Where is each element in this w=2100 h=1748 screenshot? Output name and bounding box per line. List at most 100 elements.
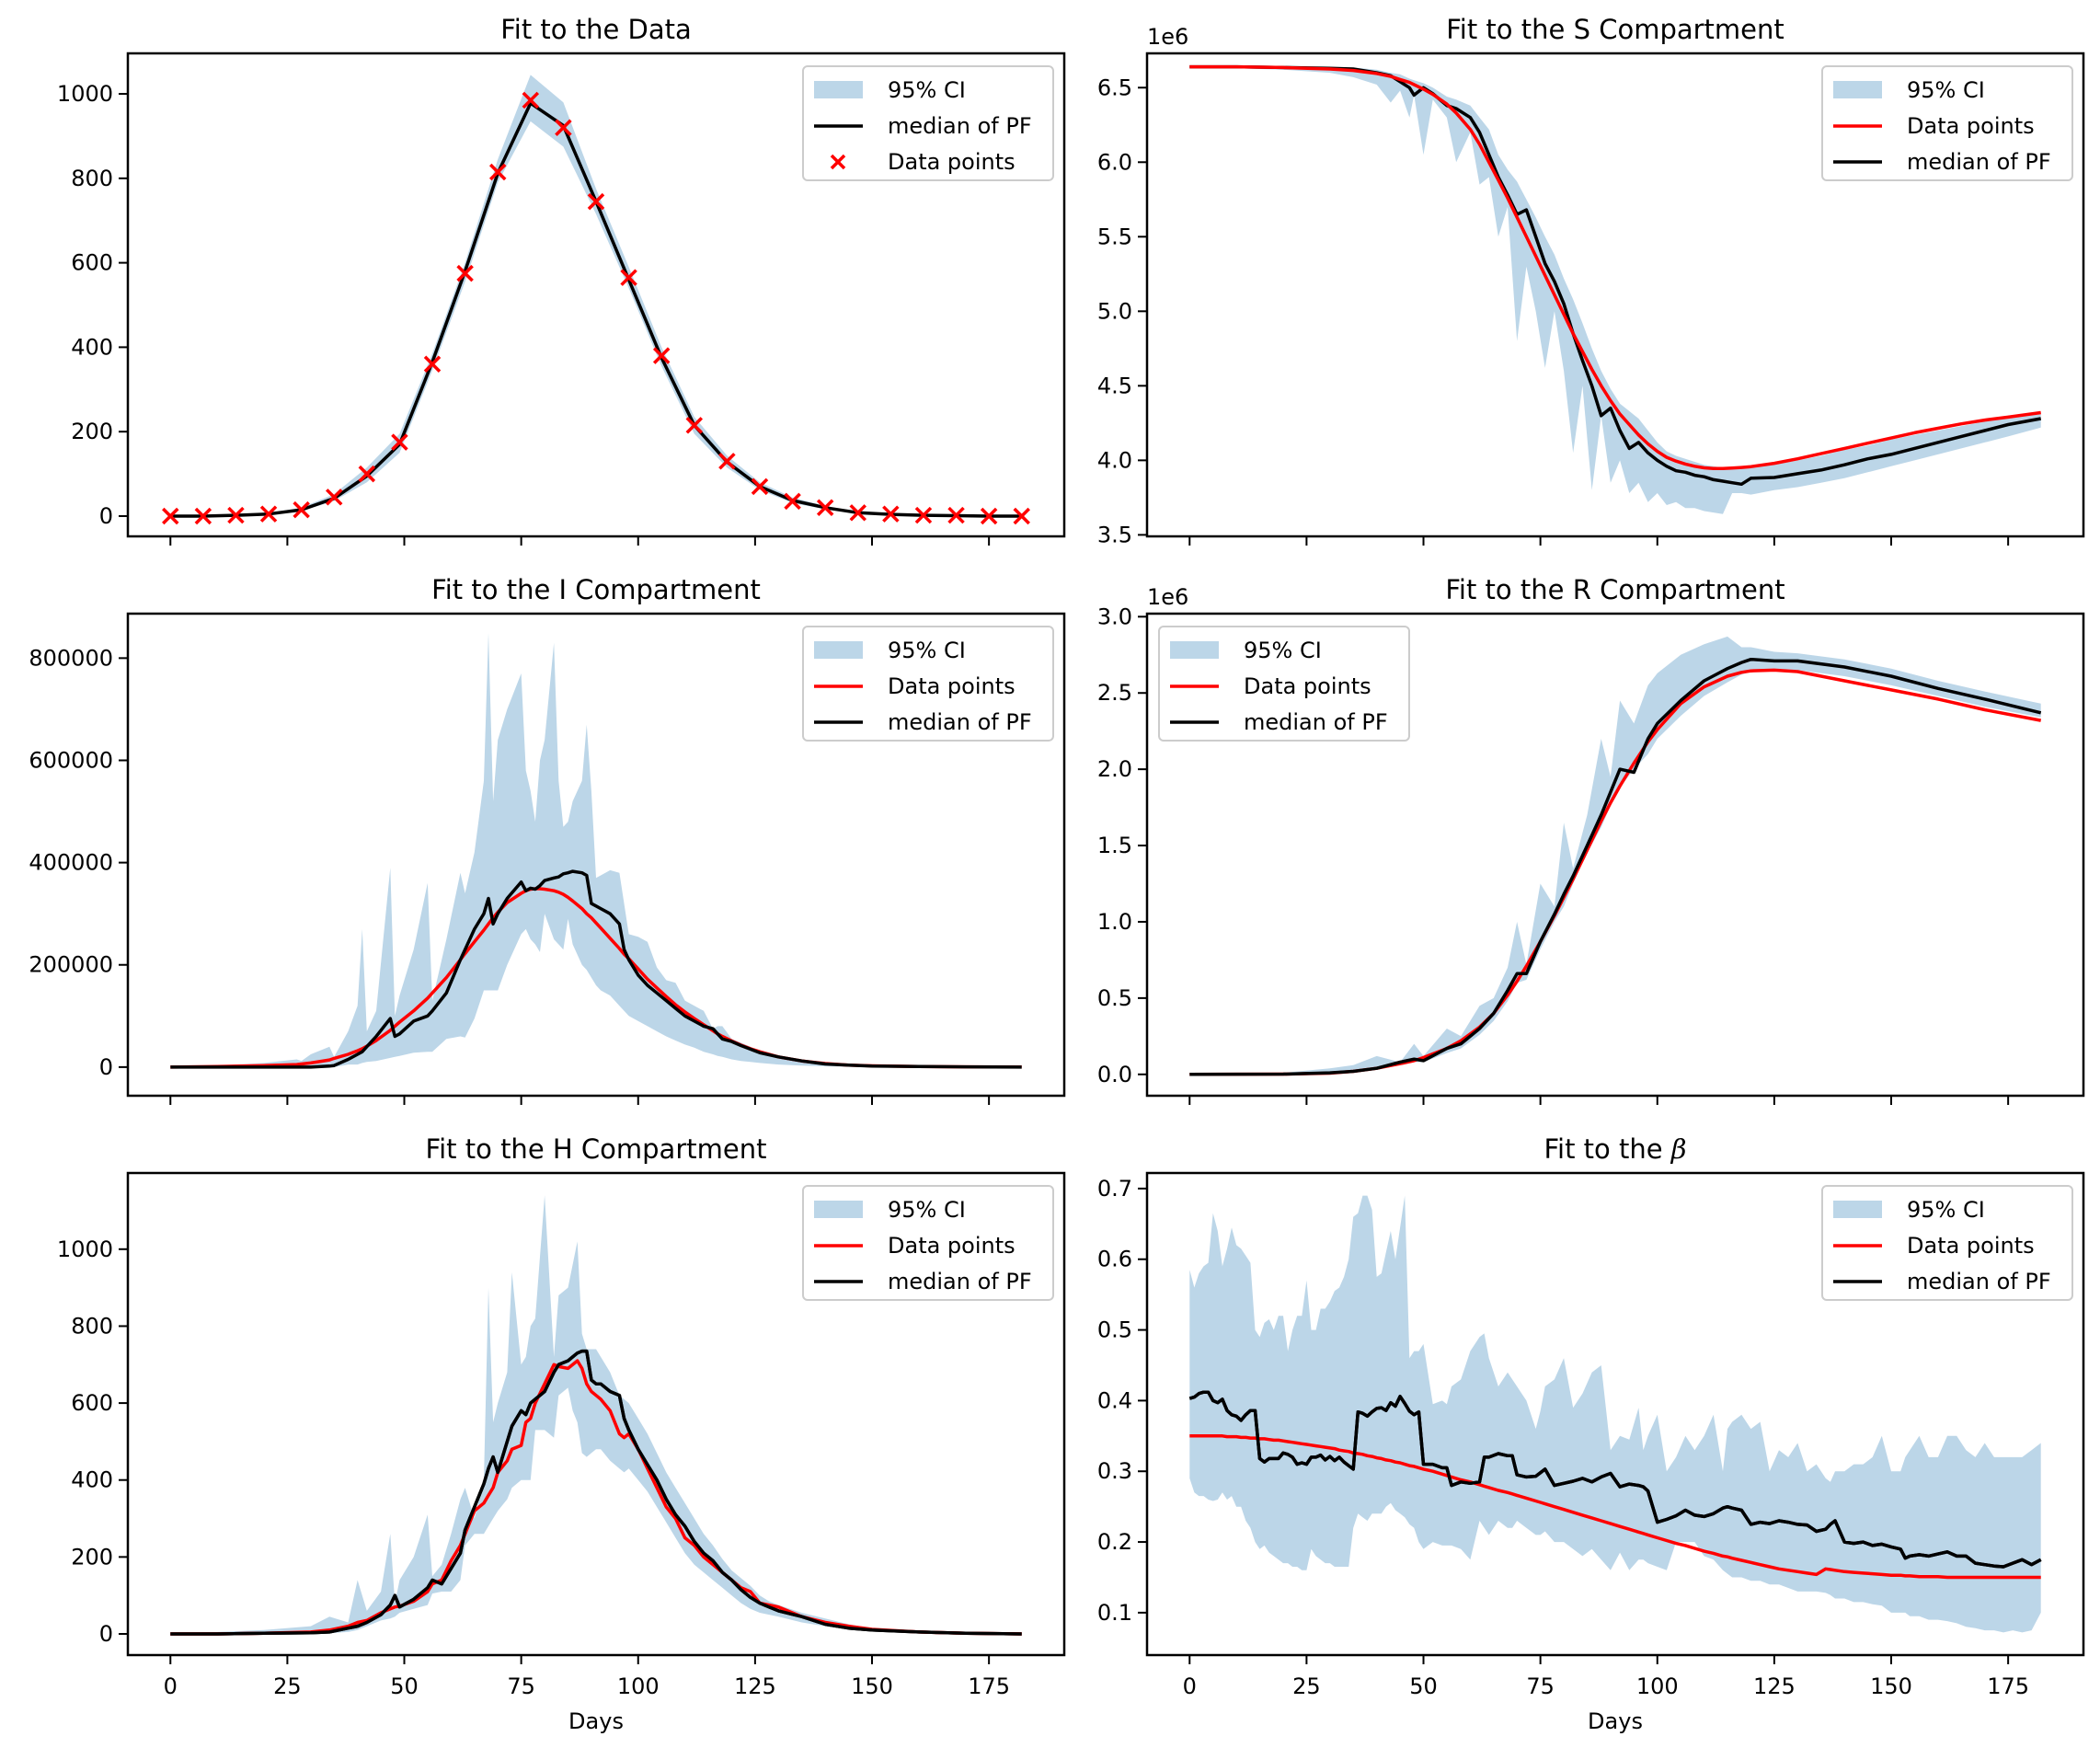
axes-frame	[1145, 52, 2085, 538]
marker-stroke	[980, 507, 998, 525]
marker-stroke	[751, 477, 769, 496]
y-tick-label: 2.0	[1097, 756, 1132, 782]
y-tick-label: 0.0	[1097, 1062, 1132, 1087]
data-point-marker	[685, 417, 704, 434]
legend-label: median of PF	[1907, 149, 2051, 175]
median-line	[1189, 657, 2042, 1076]
data-point-marker	[259, 505, 278, 523]
legend-label: median of PF	[888, 709, 1032, 735]
data-point-marker	[555, 119, 572, 137]
marker-stroke	[685, 417, 704, 434]
legend: 95% CI Data points median of PF	[802, 626, 1054, 742]
y-tick-label: 2.5	[1097, 680, 1132, 706]
median-line	[170, 869, 1022, 1069]
marker-stroke	[391, 433, 408, 451]
y-tick-label: 1.5	[1097, 833, 1132, 858]
median-line	[170, 1349, 1022, 1636]
data-point-marker	[423, 355, 442, 373]
data-point-marker	[1013, 507, 1030, 525]
marker-stroke	[358, 465, 376, 483]
y-tick-label: 0.3	[1097, 1458, 1132, 1484]
data-point-marker	[488, 163, 507, 181]
y-tick-label: 800000	[29, 645, 113, 671]
y-tick-label: 4.5	[1097, 373, 1132, 398]
y-tick-label: 0	[99, 1054, 113, 1080]
y-tick-label: 1.0	[1097, 909, 1132, 935]
marker-stroke	[227, 506, 245, 524]
subplot-beta: 0 25 50 75 100 125 150 175 Days 0.1 0.2 0.3 0.4 0.5 0.…	[1097, 1133, 2085, 1734]
y-tick-label: 3.5	[1097, 522, 1132, 547]
plot-area	[1189, 64, 2042, 514]
legend-frame	[802, 626, 1054, 742]
y-tick-label: 1000	[57, 81, 113, 107]
legend-frame	[1821, 65, 2073, 181]
marker-stroke	[652, 347, 671, 364]
marker-stroke	[259, 505, 278, 523]
legend: 95% CI Data points median of PF	[1821, 1185, 2073, 1301]
data-point-marker	[816, 499, 834, 517]
y-tick-label: 0.5	[1097, 985, 1132, 1011]
data-point-marker	[718, 453, 736, 470]
legend-marker-icon	[830, 154, 846, 170]
y-tick-label: 0.2	[1097, 1529, 1132, 1555]
legend-label: median of PF	[888, 1269, 1032, 1294]
axes-frame	[1145, 1171, 2085, 1657]
marker-stroke	[718, 453, 736, 470]
x-tick-label: 50	[390, 1673, 419, 1699]
y-tick-label: 200	[71, 1544, 113, 1570]
data-point-marker	[162, 507, 179, 525]
subplot-s: 3.5 4.0 4.5 5.0 5.5 6.0 6.5 1e6 Fit to the S Com…	[1097, 14, 2085, 547]
legend-label: Data points	[1907, 113, 2035, 139]
plot-area	[162, 75, 1030, 525]
beta-symbol: β	[1670, 1133, 1687, 1165]
marker-stroke	[162, 507, 179, 525]
data-line	[1189, 64, 2041, 471]
marker-stroke	[587, 192, 605, 211]
median-line	[1189, 64, 2042, 487]
chart-title: Fit to the I Compartment	[431, 574, 761, 605]
chart-title: Fit to the β	[1543, 1133, 1686, 1165]
plot-area	[1188, 1195, 2042, 1633]
data-point-marker	[194, 507, 212, 525]
legend-label: 95% CI	[888, 77, 966, 103]
legend-label: 95% CI	[888, 1197, 966, 1223]
legend-ci-swatch	[814, 641, 863, 659]
legend-frame	[802, 1185, 1054, 1301]
marker-stroke	[620, 269, 637, 286]
legend: 95% CI Data points median of PF	[1821, 65, 2073, 181]
x-axis-label: Days	[1588, 1708, 1643, 1734]
y-tick-label: 800	[71, 1313, 113, 1339]
y-tick-label: 600	[71, 1390, 113, 1416]
marker-stroke	[784, 492, 801, 511]
data-line	[170, 887, 1022, 1069]
chart-title: Fit to the H Compartment	[426, 1133, 767, 1165]
y-tick-label: 400	[71, 1467, 113, 1493]
y-tick-label: 0	[99, 503, 113, 529]
x-tick-label: 0	[164, 1673, 178, 1699]
y-tick-label: 0.1	[1097, 1600, 1132, 1626]
legend-frame	[802, 65, 1054, 181]
y-tick-label: 400000	[29, 850, 113, 876]
marker-stroke	[522, 91, 540, 109]
legend: 95% CI median of PF Data points	[802, 65, 1054, 181]
y-tick-label: 600	[71, 250, 113, 276]
x-tick-label: 100	[1636, 1673, 1679, 1699]
data-point-marker	[652, 347, 671, 364]
y-tick-label: 200	[71, 419, 113, 444]
axes-frame	[1145, 612, 2085, 1098]
y-tick-label: 6.5	[1097, 75, 1132, 100]
y-tick-label: 5.5	[1097, 224, 1132, 249]
data-point-marker	[227, 506, 245, 524]
data-point-marker	[947, 506, 965, 524]
chart-title: Fit to the S Compartment	[1446, 14, 1784, 45]
ci-band	[170, 1195, 1022, 1634]
y-tick-label: 0.6	[1097, 1247, 1132, 1272]
x-tick-label: 150	[1870, 1673, 1912, 1699]
data-point-marker	[914, 506, 933, 524]
data-point-marker	[751, 477, 769, 496]
legend-label: 95% CI	[1907, 1197, 1985, 1223]
data-point-marker	[326, 489, 343, 506]
chart-title: Fit to the R Compartment	[1445, 574, 1784, 605]
axes-frame	[126, 52, 1066, 538]
